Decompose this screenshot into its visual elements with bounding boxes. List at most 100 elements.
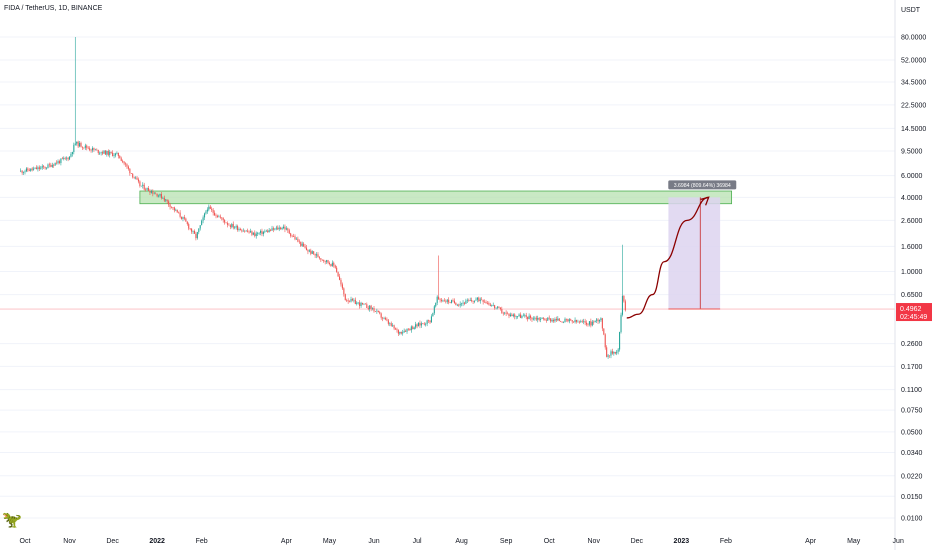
candle-body <box>83 147 85 149</box>
tradingview-logo-icon[interactable]: 🦖 <box>2 512 22 529</box>
candle-body <box>45 167 48 169</box>
candle-body <box>529 315 532 318</box>
candle-body <box>537 318 539 320</box>
candle-body <box>234 227 236 229</box>
candle-body <box>554 319 556 322</box>
candle-body <box>68 156 71 160</box>
candle-body <box>51 164 53 167</box>
price-tick-label: 80.0000 <box>901 35 926 42</box>
candle-body <box>145 189 147 191</box>
time-tick-label: Dec <box>631 538 644 545</box>
price-tick-label: 0.6500 <box>901 292 923 299</box>
current-price-tag-bg <box>896 303 932 322</box>
time-tick-label: Feb <box>720 538 732 545</box>
candle-body <box>57 161 59 164</box>
measure-box[interactable] <box>668 197 721 310</box>
candle-body <box>100 152 102 153</box>
candle-body <box>291 235 293 237</box>
candle-body <box>392 325 394 326</box>
price-tick-label: 0.1700 <box>901 364 923 371</box>
candle-body <box>617 349 619 352</box>
projection-curve[interactable] <box>626 196 709 319</box>
candle-body <box>573 321 575 323</box>
time-tick-label: Jun <box>893 538 904 545</box>
resistance-zone[interactable] <box>139 190 733 205</box>
candle-body <box>272 228 275 230</box>
candle-body <box>76 141 78 144</box>
candle-body <box>275 227 277 229</box>
candle-body <box>137 179 140 182</box>
candle-body <box>485 301 487 303</box>
candle-body <box>502 312 504 314</box>
candle-body <box>66 157 68 159</box>
candle-body <box>570 319 572 321</box>
price-candles <box>20 37 626 359</box>
candle-body <box>484 301 486 303</box>
candle-body <box>139 181 141 186</box>
candle-body <box>310 250 312 254</box>
candle-body <box>162 197 164 199</box>
candle-body <box>590 321 592 326</box>
candle-body <box>252 232 254 235</box>
candle-body <box>205 211 207 214</box>
candle-body <box>521 316 523 318</box>
time-tick-label: Apr <box>805 538 817 545</box>
candle-body <box>30 168 32 171</box>
candle-body <box>623 295 625 302</box>
candle-body <box>616 351 618 354</box>
time-tick-label: Nov <box>588 538 601 545</box>
candle-body <box>481 299 483 301</box>
candle-body <box>397 330 399 334</box>
candle-body <box>550 318 552 322</box>
candle-body <box>419 322 421 326</box>
candle-body <box>94 149 96 151</box>
candle-body <box>442 300 444 302</box>
candle-body <box>558 318 560 322</box>
price-axis[interactable]: 80.0000 52.0000 34.5000 22.5000 14.5000 9.500… <box>901 35 926 523</box>
candle-body <box>271 228 273 231</box>
candle-body <box>318 257 320 259</box>
candle-body <box>20 170 22 172</box>
candle-body <box>366 304 368 309</box>
candle-body <box>432 313 434 317</box>
candle-body <box>323 259 325 262</box>
candle-body <box>403 330 405 333</box>
candle-body <box>472 300 474 302</box>
candle-body <box>542 317 545 319</box>
candle-body <box>89 148 91 150</box>
candle-body <box>224 220 226 223</box>
candle-body <box>58 161 61 163</box>
candle-body <box>248 231 250 233</box>
candle-body <box>574 319 576 323</box>
candle-body <box>35 167 38 170</box>
candle-body <box>402 332 404 334</box>
candle-body <box>364 303 366 305</box>
candle-body <box>314 253 316 256</box>
candle-body <box>27 168 29 171</box>
candle-body <box>270 229 272 231</box>
candle-body <box>512 314 514 317</box>
candle-body <box>524 315 526 316</box>
candle-body <box>613 351 615 354</box>
candle-body <box>23 172 25 173</box>
candle-body <box>168 201 170 205</box>
candle-body <box>61 158 63 160</box>
candle-body <box>221 217 223 219</box>
candle-body <box>571 320 573 322</box>
candle-body <box>222 217 224 221</box>
time-tick-label: 2023 <box>674 538 690 545</box>
time-axis[interactable]: Oct Nov Dec 2022 Feb Apr May Jun Jul Aug Sep Oct Nov… <box>20 538 904 545</box>
candle-body <box>349 301 351 303</box>
candle-body <box>287 228 289 231</box>
candle-body <box>578 321 580 323</box>
candle-body <box>214 212 216 216</box>
price-tick-label: 0.0100 <box>901 516 923 523</box>
chart-grid <box>0 36 895 519</box>
price-tick-label: 6.0000 <box>901 173 923 180</box>
candle-body <box>117 152 119 156</box>
candle-body <box>80 142 82 147</box>
candle-body <box>64 157 66 159</box>
candle-body <box>340 279 342 285</box>
candle-body <box>438 296 440 300</box>
